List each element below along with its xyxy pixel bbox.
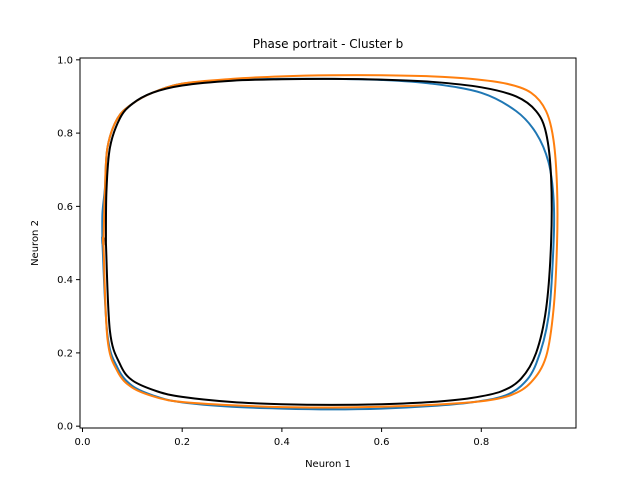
series-line-1	[101, 77, 556, 411]
chart-title: Phase portrait - Cluster b	[253, 37, 404, 51]
y-tick-label: 0.0	[57, 422, 73, 433]
y-axis: 0.0 0.2 0.4 0.6 0.8 1.0	[57, 55, 80, 433]
y-tick-label: 0.6	[57, 202, 73, 213]
x-tick-label: 0.4	[274, 437, 290, 448]
y-tick-label: 1.0	[57, 55, 73, 66]
y-tick-label: 0.2	[57, 348, 73, 359]
plot-area	[101, 74, 559, 411]
x-axis-label: Neuron 1	[305, 459, 351, 470]
x-tick-label: 0.2	[174, 437, 190, 448]
series-line-2	[102, 74, 559, 409]
x-axis: 0.0 0.2 0.4 0.6 0.8	[75, 428, 489, 448]
x-tick-label: 0.6	[374, 437, 390, 448]
y-tick-label: 0.8	[57, 129, 73, 140]
y-tick-label: 0.4	[57, 275, 73, 286]
plot-frame	[79, 57, 577, 429]
x-tick-label: 0.8	[473, 437, 489, 448]
series-line-3	[104, 77, 553, 406]
x-tick-label: 0.0	[75, 437, 91, 448]
y-axis-label: Neuron 2	[30, 220, 41, 266]
